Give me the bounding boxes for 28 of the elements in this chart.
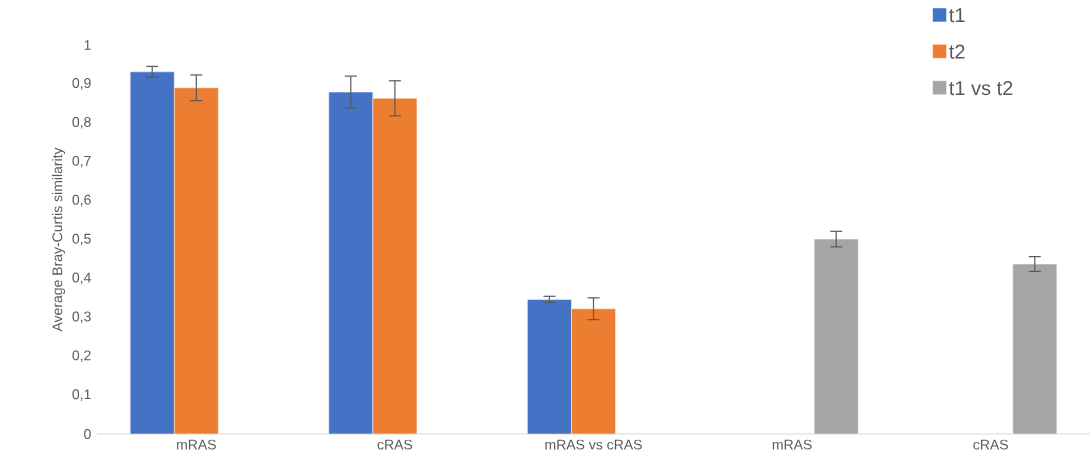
bar <box>174 87 219 434</box>
bar <box>328 91 374 434</box>
y-tick-label: 0 <box>84 429 91 439</box>
x-tick-label: cRAS <box>377 439 413 450</box>
y-tick-label: 0,5 <box>72 233 91 246</box>
legend-label: t1 vs t2 <box>949 81 1013 96</box>
bar <box>1012 263 1058 434</box>
bar <box>571 308 616 434</box>
bar <box>372 98 418 434</box>
y-tick-label: 0,6 <box>72 194 91 207</box>
bar <box>813 238 859 434</box>
y-tick-label: 0,7 <box>72 155 91 168</box>
x-tick-label: cRAS <box>973 439 1008 450</box>
y-tick-label: 0,1 <box>72 389 91 401</box>
y-tick-label: 0,3 <box>72 311 91 324</box>
x-tick-label: mRAS vs cRAS <box>545 439 642 450</box>
bar <box>129 71 175 434</box>
y-tick-label: 0,9 <box>72 78 91 90</box>
y-tick-label: 1 <box>84 40 91 50</box>
x-tick-label: mRAS <box>177 439 216 450</box>
y-tick-label: 0,4 <box>72 272 91 285</box>
legend-label: t2 <box>949 44 965 59</box>
legend-label: t1 <box>949 8 965 23</box>
y-axis-title: Average Bray-Curtis similarity <box>52 147 66 332</box>
bar <box>527 299 572 434</box>
x-tick-label: mRAS <box>772 439 812 450</box>
y-tick-label: 0,2 <box>72 350 91 362</box>
y-tick-label: 0,8 <box>72 117 91 129</box>
